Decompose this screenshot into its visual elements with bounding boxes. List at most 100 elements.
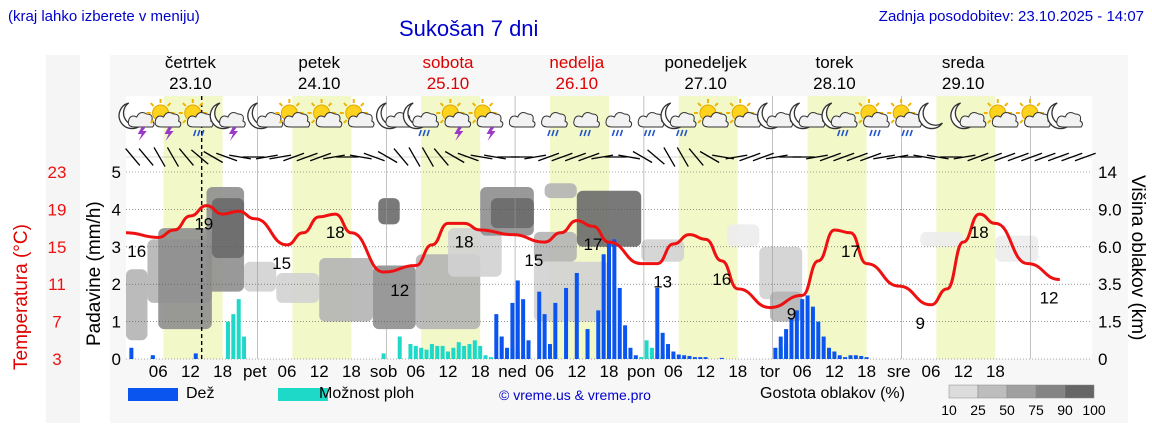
sun-ray (890, 119, 895, 124)
wind-barb (819, 152, 841, 162)
wind-barb (676, 147, 689, 167)
sun-ray (729, 119, 734, 124)
location-hint[interactable]: (kraj lahko izberete v meniju) (8, 8, 200, 25)
sun-cloud-icon (339, 99, 375, 128)
wind-barb (1074, 152, 1096, 162)
rain-drop (643, 129, 648, 137)
cloud-shape (991, 112, 1019, 128)
wind-barb (153, 147, 166, 167)
sun-ray (987, 119, 992, 124)
cloud-scale-swatch (948, 384, 979, 399)
sun-ray (714, 102, 719, 107)
moon-cloud-icon (1046, 102, 1083, 130)
wind-barb (806, 154, 828, 160)
rain-bar (687, 356, 692, 359)
sun-ray (295, 102, 300, 107)
cloud-shape (605, 112, 633, 128)
wind-barb (363, 152, 385, 162)
day-name: sobota (422, 53, 474, 72)
cloud-scale-label: 50 (999, 402, 1015, 418)
sun-ray (858, 102, 863, 107)
cloud-shape (283, 112, 311, 128)
cloud-scale-label: 90 (1057, 402, 1073, 418)
x-tick-label: 18 (986, 362, 1005, 381)
x-tick-label: 18 (342, 362, 361, 381)
lightning-bolt (137, 127, 147, 141)
temp-tick-label: 3 (52, 350, 61, 369)
x-tick-label: 12 (567, 362, 586, 381)
x-tick-label: sre (887, 362, 911, 381)
day-name: torek (815, 53, 854, 72)
sun-ray (875, 102, 880, 107)
storm-bar (231, 314, 236, 359)
rain-legend-label: Dež (186, 385, 215, 402)
daylight-band (936, 96, 996, 359)
x-tick-label: pet (243, 362, 267, 381)
rain-bar (666, 344, 671, 359)
rain-drop (905, 129, 909, 137)
rain-drop (619, 129, 624, 137)
rain-bar (499, 336, 504, 359)
rain-bar (671, 351, 676, 359)
cloud-density-label: Gostota oblakov (%) (760, 385, 905, 402)
temperature-label: 18 (970, 223, 989, 242)
rain-drop (837, 129, 841, 137)
temperature-series: 16 19 15 18 12 18 15 17 13 16 9 17 9 18 12 (125, 204, 1060, 333)
rain-bar (542, 314, 547, 359)
cloud-height-tick-label: 9.0 (1098, 200, 1122, 219)
rain-bar (837, 355, 842, 359)
x-tick-label: 06 (149, 362, 168, 381)
rain-bar (676, 354, 681, 359)
cloud-patch (276, 272, 320, 303)
wind-barb (349, 154, 372, 160)
precip-tick-label: 1 (112, 313, 121, 332)
storm-bar (649, 347, 654, 359)
rain-bar (521, 299, 526, 359)
wind-barb (125, 148, 141, 166)
credit-link[interactable]: © vreme.us & vreme.pro (499, 387, 651, 403)
storm-bar (225, 321, 230, 359)
day-date: 23.10 (169, 74, 212, 93)
cloud-shape (347, 112, 375, 128)
day-name: petek (298, 53, 340, 72)
temperature-label: 12 (1040, 289, 1059, 308)
wind-barb (484, 154, 506, 160)
rain-drop (676, 129, 680, 137)
x-tick-label: 06 (664, 362, 683, 381)
rain-drop (684, 129, 688, 137)
rain-bar (628, 347, 633, 359)
rain-drop (651, 129, 656, 137)
x-tick-label: 18 (728, 362, 747, 381)
temperature-label: 18 (455, 232, 474, 251)
day-date: 28.10 (813, 74, 856, 93)
rain-bar (789, 317, 794, 359)
cloud-patch (126, 269, 148, 341)
rain-bar (547, 344, 552, 359)
sun-cloud-icon (726, 99, 761, 128)
rain-drop (647, 129, 652, 137)
rain-bar (719, 357, 724, 359)
cloud-shape (444, 112, 472, 128)
wind-barb (1034, 152, 1056, 162)
sun-ray (278, 119, 284, 124)
sun-ray (729, 102, 734, 107)
rain-bar (832, 351, 837, 359)
cloud-shape (508, 112, 536, 128)
rain-drop (426, 129, 430, 137)
temp-tick-label: 19 (48, 200, 67, 219)
rain-drop (877, 129, 881, 137)
rain-drop (555, 129, 559, 137)
cloud-rain-icon (541, 112, 568, 137)
wind-barb (457, 152, 479, 162)
rain-bar (800, 299, 805, 359)
cloud-layers (126, 183, 1039, 341)
rain-bar (494, 314, 499, 359)
precip-tick-label: 4 (112, 200, 121, 219)
wind-barb (470, 154, 493, 160)
storm-bar (435, 345, 440, 359)
rain-bar (816, 321, 821, 359)
sun-ray (360, 102, 365, 107)
wind-barb (296, 152, 318, 162)
wind-barb (421, 147, 434, 167)
